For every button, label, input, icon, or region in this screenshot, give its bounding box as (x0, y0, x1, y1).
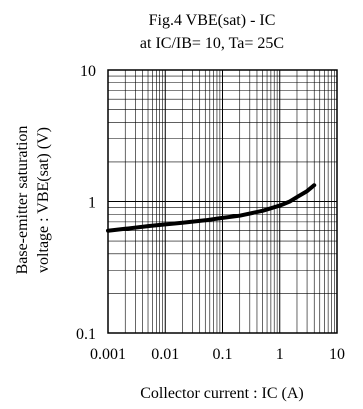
y-tick-label: 0.1 (76, 326, 96, 343)
x-tick-label: 0.1 (213, 346, 233, 363)
y-axis-label-line2: voltage : VBE(sat) (V) (35, 127, 52, 273)
y-tick-label: 1 (88, 195, 96, 212)
x-tick-label: 10 (329, 346, 345, 363)
x-axis-label: Collector current : IC (A) (140, 385, 304, 402)
vbe-sat-curve (106, 183, 317, 233)
plot-frame (107, 69, 338, 334)
x-tick-label: 0.001 (90, 346, 126, 363)
y-tick-label: 10 (80, 63, 96, 80)
y-axis-label-line1: Base-emitter saturation (14, 126, 31, 275)
chart-title: Fig.4 VBE(sat) - IC (149, 12, 276, 29)
grid (108, 70, 337, 333)
chart-subtitle: at IC/IB= 10, Ta= 25C (140, 35, 284, 52)
tick-labels: 0.001 0.01 0.1 1 10 0.1 1 10 (76, 63, 345, 363)
x-tick-label: 0.01 (151, 346, 179, 363)
x-tick-label: 1 (276, 346, 284, 363)
curve-layer (106, 183, 317, 233)
